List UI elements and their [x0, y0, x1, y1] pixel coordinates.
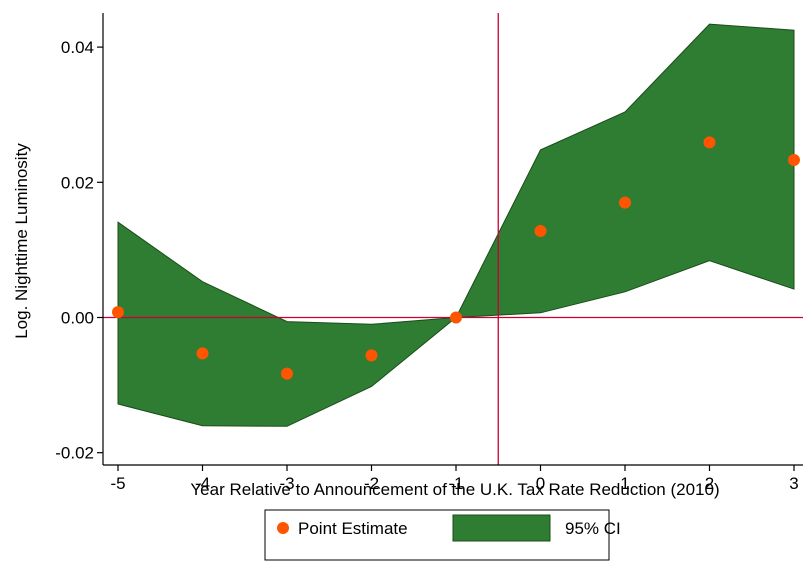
x-tick-label: -2 — [364, 474, 379, 493]
point-estimate-marker — [112, 306, 124, 319]
x-tick-label: 3 — [789, 474, 798, 493]
legend-label-95-ci: 95% CI — [565, 519, 621, 538]
x-tick-label: -5 — [110, 474, 125, 493]
x-tick-label: 2 — [705, 474, 714, 493]
point-estimates — [112, 136, 800, 380]
point-estimate-marker — [196, 347, 209, 360]
y-tick-label: 0.04 — [61, 38, 94, 57]
x-axis-label: Year Relative to Announcement of the U.K… — [190, 480, 719, 499]
point-estimate-marker — [365, 349, 378, 362]
x-tick-label: 1 — [620, 474, 629, 493]
ci-band — [117, 23, 795, 427]
x-tick-label: 0 — [536, 474, 545, 493]
legend-label-point-estimate: Point Estimate — [298, 519, 408, 538]
ci-band-layer — [117, 23, 795, 427]
x-axis-ticks: -5 -4 -3 -2 -1 0 1 2 3 — [110, 465, 799, 493]
point-estimate-marker — [619, 196, 631, 209]
legend-band-swatch — [452, 514, 551, 542]
y-axis-ticks: -0.02 0.00 0.02 0.04 — [55, 38, 103, 463]
x-tick-label: -3 — [279, 474, 294, 493]
y-axis-label: Log. Nighttime Luminosity — [12, 143, 31, 339]
point-estimate-marker — [788, 153, 800, 166]
x-tick-label: -4 — [195, 474, 210, 493]
point-estimate-marker — [703, 136, 716, 149]
point-estimate-marker — [450, 311, 462, 324]
x-tick-label: -1 — [448, 474, 463, 493]
y-tick-label: 0.02 — [61, 173, 94, 192]
legend-point-marker — [277, 522, 289, 534]
y-tick-label: -0.02 — [55, 444, 94, 463]
axes — [102, 13, 803, 466]
point-estimate-marker — [534, 224, 547, 237]
point-estimate-marker — [281, 367, 293, 380]
y-tick-label: 0.00 — [61, 309, 94, 328]
legend: Point Estimate 95% CI — [264, 509, 621, 561]
legend-frame — [264, 509, 610, 561]
